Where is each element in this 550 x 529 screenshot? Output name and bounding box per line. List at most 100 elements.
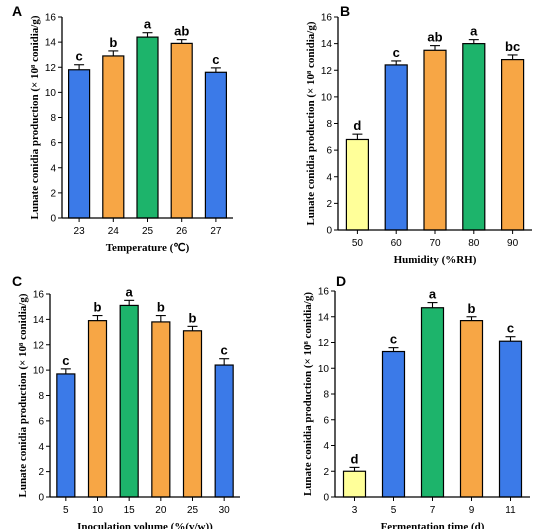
bar [420,307,445,498]
bar [462,43,486,231]
x-tick-label: 24 [108,226,120,237]
y-tick-label: 16 [45,13,57,24]
significance-label: c [390,332,397,347]
y-tick-label: 8 [323,390,329,401]
significance-label: c [62,353,69,368]
y-tick-label: 8 [50,113,56,124]
y-tick-label: 10 [321,92,333,103]
y-tick-label: 0 [50,214,56,225]
significance-label: d [351,451,359,466]
bar [214,364,234,498]
chart-panel-c: Cc 5 b 10 a 15 b 20 b 25 c 30 0 2 4 6 8 10 12 14 16 Inoculati… [12,273,240,529]
y-tick-label: 12 [318,338,330,349]
y-tick-label: 8 [38,391,44,402]
x-tick-label: 3 [352,505,358,516]
bar [423,49,447,231]
significance-label: c [507,321,514,336]
x-axis-title: Temperature (℃) [106,242,190,254]
significance-label: ab [427,30,442,45]
panel-letter: B [340,3,350,19]
x-tick-label: 20 [155,505,167,516]
y-tick-label: 6 [323,415,329,426]
significance-label: b [468,301,476,316]
x-tick-label: 15 [124,505,136,516]
significance-label: a [126,284,134,299]
y-tick-label: 2 [50,188,56,199]
bar [459,320,484,498]
bar [182,330,203,498]
y-axis-title: Lunate conidia production (× 10⁸ conidia… [29,15,41,219]
panel-letter: A [12,3,22,19]
significance-label: c [393,45,400,60]
bar [56,373,76,498]
significance-label: a [470,24,478,39]
x-tick-label: 80 [468,238,480,249]
significance-label: c [75,49,82,64]
significance-label: b [94,300,102,315]
y-tick-label: 4 [50,163,56,174]
y-tick-label: 4 [326,172,332,183]
significance-label: b [157,300,165,315]
y-axis-title: Lunate conidia production (× 10⁸ conidia… [302,292,314,496]
bar [384,64,408,231]
y-tick-label: 10 [318,364,330,375]
y-axis-title: Lunate conidia production (× 10⁸ conidia… [305,21,317,225]
panel-letter: C [12,273,22,289]
y-tick-label: 12 [45,63,57,74]
significance-label: b [189,310,197,325]
y-tick-label: 0 [38,493,44,504]
y-tick-label: 10 [33,366,45,377]
x-tick-label: 25 [187,505,199,516]
y-tick-label: 14 [318,312,330,323]
bar [87,320,108,498]
bar [102,55,125,219]
x-tick-label: 11 [505,505,516,516]
y-tick-label: 8 [326,119,332,130]
chart-panel-b: Bd 50 c 60 ab 70 a 80 bc 90 0 2 4 6 8 10 12 14 16 Humidity … [305,3,532,266]
x-tick-label: 70 [429,238,441,249]
x-tick-label: 23 [74,226,86,237]
y-tick-label: 14 [33,315,45,326]
y-tick-label: 2 [323,467,329,478]
y-tick-label: 14 [45,38,57,49]
bar [67,69,91,219]
y-tick-label: 4 [323,441,329,452]
chart-panel-d: Dd 3 c 5 a 7 b 9 c 11 0 2 4 6 8 10 12 14 16 Fermentation ti… [302,273,530,529]
chart-panel-a: Ac23b24a25ab26c270246810121416Temperatur… [12,3,233,254]
x-tick-label: 30 [219,505,231,516]
bar [342,470,367,498]
x-tick-label: 27 [210,226,222,237]
bar [151,321,171,498]
bar [501,58,525,231]
significance-label: a [429,287,437,302]
bar [204,71,227,219]
x-tick-label: 5 [63,505,69,516]
significance-label: b [109,35,117,50]
x-axis-title: Fermentation time (d) [381,521,485,529]
x-tick-label: 9 [469,505,475,516]
significance-label: d [353,118,361,133]
y-tick-label: 10 [45,88,57,99]
x-axis-title: Humidity (%RH) [394,254,477,266]
y-tick-label: 2 [326,199,332,210]
y-tick-label: 16 [321,13,333,24]
panel-letter: D [336,273,346,289]
significance-label: c [221,343,228,358]
significance-label: bc [505,39,520,54]
bar [381,350,406,498]
bar [170,42,193,219]
significance-label: c [212,52,219,67]
y-tick-label: 6 [326,146,332,157]
significance-label: ab [174,24,189,39]
x-tick-label: 10 [92,505,104,516]
y-tick-label: 12 [33,340,45,351]
x-tick-label: 7 [430,505,436,516]
y-tick-label: 0 [323,493,329,504]
bar [498,340,523,498]
x-tick-label: 60 [391,238,403,249]
y-tick-label: 6 [50,138,56,149]
y-axis-title: Lunate conidia production (× 10⁸ conidia… [17,293,29,497]
x-tick-label: 90 [507,238,519,249]
y-tick-label: 14 [321,39,333,50]
